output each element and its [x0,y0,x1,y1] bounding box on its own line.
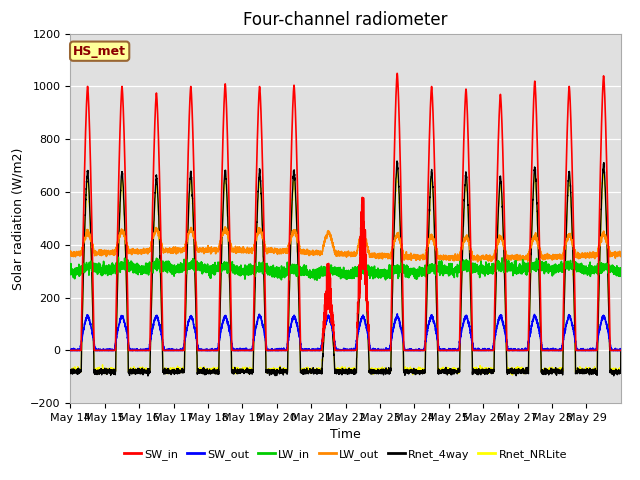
LW_in [396,269,403,275]
LW_in [524,264,532,269]
SW_in [394,71,401,76]
SW_out [366,344,374,350]
SW_out [396,318,403,324]
LW_in [180,264,188,269]
SW_out [538,342,546,348]
Y-axis label: Solar radiation (W/m2): Solar radiation (W/m2) [12,147,24,289]
SW_in [497,93,504,99]
Rnet_4way [396,208,403,214]
SW_in [180,334,188,339]
Line: Rnet_4way: Rnet_4way [70,161,621,376]
LW_in [497,262,504,268]
Line: LW_out: LW_out [70,227,621,262]
SW_out [394,311,401,317]
Legend: SW_in, SW_out, LW_in, LW_out, Rnet_4way, Rnet_NRLite: SW_in, SW_out, LW_in, LW_out, Rnet_4way,… [120,444,572,464]
SW_out [497,314,504,320]
Rnet_NRLite [497,181,504,187]
LW_out [67,248,74,254]
Rnet_4way [67,369,74,374]
Rnet_NRLite [67,366,74,372]
Rnet_NRLite [509,372,516,378]
Title: Four-channel radiometer: Four-channel radiometer [243,11,448,29]
LW_out [524,258,532,264]
SW_out [67,348,74,353]
SW_in [524,348,531,353]
LW_in [115,254,122,260]
LW_out [221,224,229,230]
X-axis label: Time: Time [330,429,361,442]
Line: SW_in: SW_in [70,73,621,350]
Text: HS_met: HS_met [73,45,126,58]
LW_out [538,252,546,258]
Line: Rnet_NRLite: Rnet_NRLite [70,168,621,375]
Rnet_4way [617,348,625,353]
SW_in [366,348,374,353]
Rnet_NRLite [396,208,403,214]
Rnet_NRLite [617,348,625,353]
LW_out [180,247,188,253]
Line: LW_in: LW_in [70,257,621,280]
Rnet_NRLite [524,367,532,372]
Rnet_NRLite [538,369,546,374]
LW_in [67,270,74,276]
Rnet_NRLite [366,367,374,373]
LW_out [617,253,625,259]
Rnet_4way [180,352,188,358]
LW_out [497,234,504,240]
SW_out [180,339,188,345]
Line: SW_out: SW_out [70,314,621,350]
LW_in [313,277,321,283]
LW_in [617,269,625,275]
SW_out [524,344,531,350]
Rnet_4way [393,158,401,164]
LW_in [366,265,374,271]
Rnet_4way [524,368,532,373]
SW_in [67,348,74,353]
Rnet_NRLite [394,165,401,170]
SW_in [538,348,546,353]
LW_out [474,259,481,265]
Rnet_NRLite [180,355,188,360]
LW_out [396,235,403,240]
SW_out [617,348,625,353]
Rnet_4way [497,176,504,181]
Rnet_4way [144,373,152,379]
LW_in [538,262,546,267]
LW_out [366,253,374,259]
Rnet_4way [538,367,546,372]
SW_in [617,348,625,353]
SW_in [396,130,403,135]
Rnet_4way [366,370,374,376]
